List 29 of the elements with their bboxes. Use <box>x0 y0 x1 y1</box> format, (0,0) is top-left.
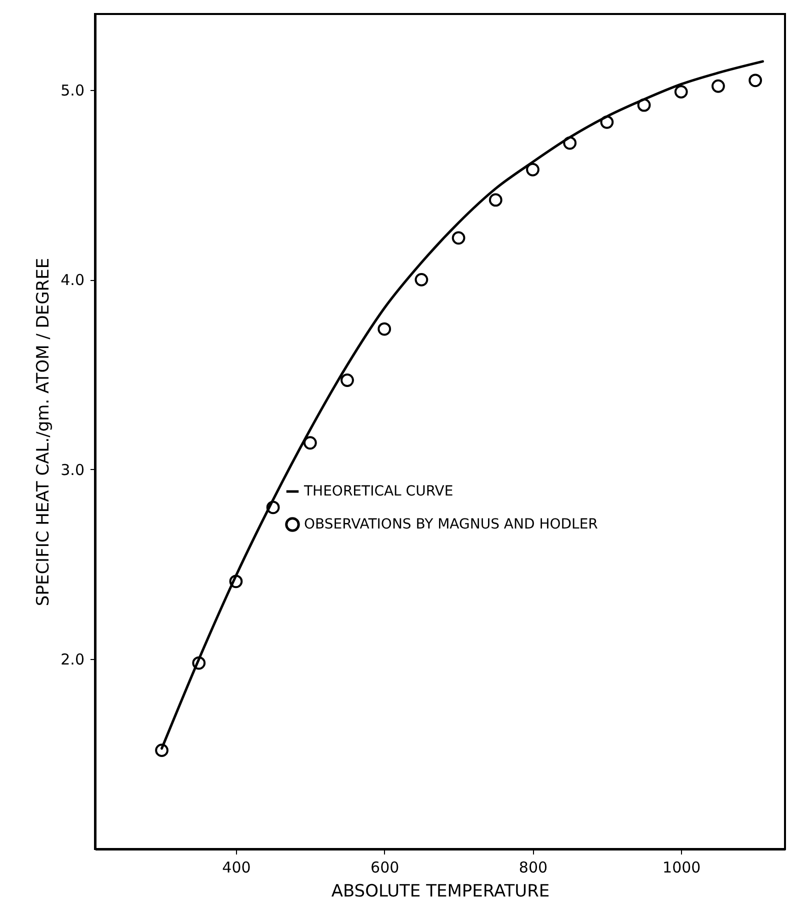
point <box>378 322 392 336</box>
x-tick-label: 1000 <box>662 858 701 876</box>
point <box>748 74 762 88</box>
point <box>192 656 206 670</box>
legend-label: OBSERVATIONS BY MAGNUS AND HODLER <box>304 516 598 532</box>
y-tick-label: 4.0 <box>60 271 84 290</box>
point <box>266 500 280 514</box>
point <box>155 744 168 758</box>
point <box>637 98 651 112</box>
y-tick-label: 5.0 <box>60 81 84 100</box>
point <box>229 574 243 588</box>
y-tick-label: 3.0 <box>60 460 84 479</box>
point <box>563 136 577 150</box>
x-axis-title: ABSOLUTE TEMPERATURE <box>331 882 550 902</box>
point <box>674 85 688 98</box>
point <box>526 162 540 176</box>
x-tick-label: 800 <box>518 858 548 876</box>
point <box>414 272 428 286</box>
x-tick-label: 400 <box>222 858 251 876</box>
legend-label: THEORETICAL CURVE <box>303 484 454 500</box>
y-axis-title: SPECIFIC HEAT CAL./gm. ATOM / DEGREE <box>34 258 54 606</box>
y-tick-label: 2.0 <box>60 650 84 669</box>
point <box>340 374 354 387</box>
point <box>712 79 725 93</box>
point <box>303 436 317 450</box>
point <box>488 193 502 207</box>
point <box>600 115 614 129</box>
x-tick-label: 600 <box>370 858 400 876</box>
point <box>452 231 466 245</box>
